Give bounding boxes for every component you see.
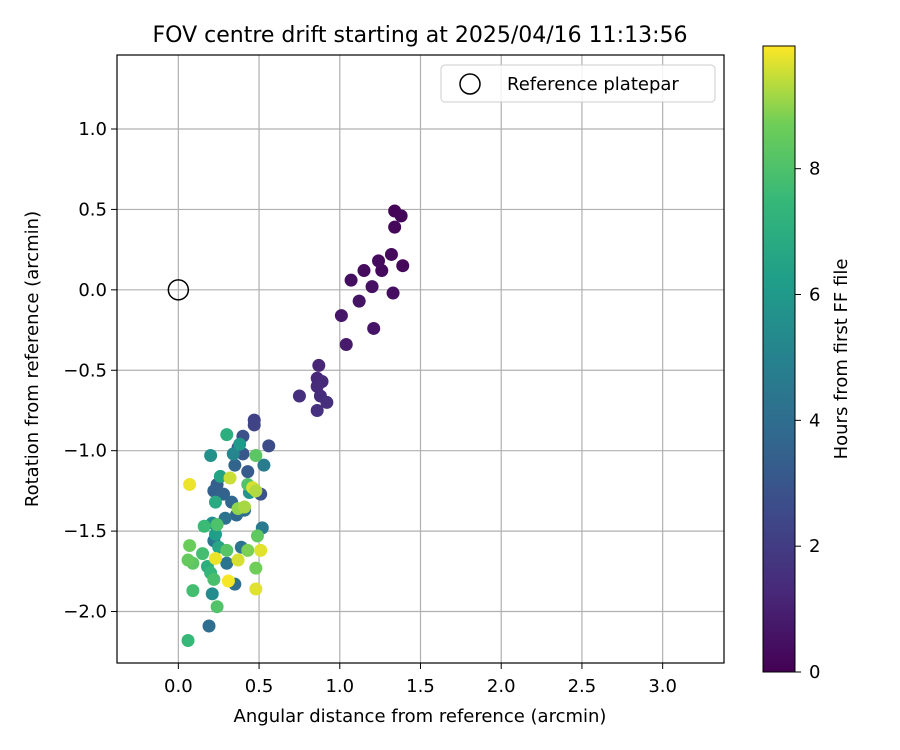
y-tick-label: 1.0 [78, 119, 107, 140]
data-point [210, 518, 224, 532]
data-point [262, 439, 276, 453]
data-point [217, 487, 231, 501]
data-point [339, 338, 353, 352]
x-tick-label: 1.0 [325, 676, 354, 697]
colorbar: 0 2 4 6 8 Hours from first FF file [762, 45, 852, 683]
colorbar-tick-label: 4 [809, 410, 820, 431]
data-point [394, 209, 408, 223]
data-point [228, 458, 242, 472]
data-point [292, 389, 306, 403]
y-tick-label: 0.0 [78, 280, 107, 301]
data-point [220, 543, 234, 557]
data-point [181, 553, 195, 567]
data-point [254, 543, 268, 557]
data-point [208, 551, 222, 565]
x-tick-label: 1.5 [406, 676, 435, 697]
data-point [386, 286, 400, 300]
data-point [186, 584, 200, 598]
data-point [241, 543, 255, 557]
y-tick-label: −2.0 [63, 602, 107, 623]
y-axis-ticks: 1.0 0.5 0.0 −0.5 −1.0 −1.5 −2.0 [63, 119, 117, 623]
data-point [388, 220, 402, 234]
data-point [210, 600, 224, 614]
data-point [249, 484, 263, 498]
data-point [257, 458, 271, 472]
x-axis-ticks: 0.0 0.5 1.0 1.5 2.0 2.5 3.0 [164, 663, 677, 697]
data-point [312, 358, 326, 372]
data-point [372, 254, 386, 268]
data-point [238, 500, 252, 514]
data-point [183, 539, 197, 553]
legend: Reference platepar [440, 64, 716, 103]
grid [117, 55, 724, 663]
data-point [181, 633, 195, 647]
data-point [320, 395, 334, 409]
data-point [223, 471, 237, 485]
data-point [196, 547, 210, 561]
x-tick-label: 2.5 [568, 676, 597, 697]
data-point [367, 321, 381, 335]
legend-box [440, 64, 716, 103]
y-tick-label: 0.5 [78, 199, 107, 220]
data-point [334, 309, 348, 323]
data-point [208, 495, 222, 509]
legend-open-circle-icon [459, 73, 481, 95]
data-point [231, 553, 245, 567]
data-point [220, 428, 234, 442]
data-point [310, 403, 324, 417]
data-point [249, 449, 263, 463]
colorbar-label: Hours from first FF file [831, 259, 852, 460]
data-point [220, 556, 234, 570]
chart-title: FOV centre drift starting at 2025/04/16 … [153, 23, 688, 48]
colorbar-ticks: 0 2 4 6 8 [795, 159, 820, 683]
legend-label: Reference platepar [507, 74, 679, 95]
data-point [207, 572, 221, 586]
colorbar-tick-label: 8 [809, 159, 820, 180]
x-tick-label: 0.5 [245, 676, 274, 697]
data-point [226, 447, 240, 461]
data-point [344, 273, 358, 287]
data-point [221, 574, 235, 588]
colorbar-tick-label: 0 [809, 662, 820, 683]
data-point [250, 529, 264, 543]
data-points [181, 204, 410, 647]
y-tick-label: −1.5 [63, 521, 107, 542]
colorbar-tick-label: 2 [809, 536, 820, 557]
colorbar-gradient [762, 45, 796, 673]
data-point [233, 437, 247, 451]
x-tick-label: 0.0 [164, 676, 193, 697]
colorbar-tick-label: 6 [809, 285, 820, 306]
data-point [357, 264, 371, 278]
data-point [249, 582, 263, 596]
x-tick-label: 2.0 [487, 676, 516, 697]
data-point [204, 449, 218, 463]
data-point [384, 247, 398, 261]
y-axis-label: Rotation from reference (arcmin) [22, 211, 43, 507]
data-point [352, 294, 366, 308]
data-point [202, 619, 216, 633]
y-tick-label: −0.5 [63, 360, 107, 381]
data-point [205, 587, 219, 601]
data-point [197, 519, 211, 533]
data-point [208, 527, 222, 541]
x-axis-label: Angular distance from reference (arcmin) [234, 706, 607, 727]
data-point [249, 561, 263, 575]
x-tick-label: 3.0 [648, 676, 677, 697]
data-point [241, 465, 255, 479]
data-point [396, 259, 410, 273]
data-point [213, 469, 227, 483]
data-point [183, 477, 197, 491]
reference-marker [167, 279, 190, 301]
data-point [365, 280, 379, 294]
data-point [247, 418, 261, 432]
y-tick-label: −1.0 [63, 441, 107, 462]
